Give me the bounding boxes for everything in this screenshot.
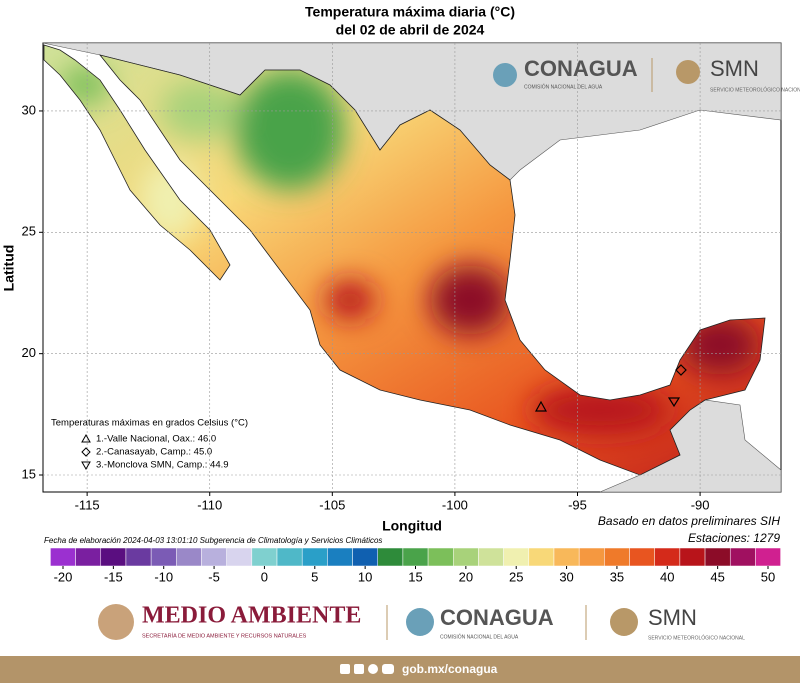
logo-conagua: CONAGUA	[440, 605, 554, 630]
colorbar-cell	[553, 547, 580, 567]
colorbar-cell	[755, 547, 781, 567]
colorbar-label: -20	[54, 569, 73, 584]
y-tick-label: 25	[22, 224, 36, 239]
colorbar-label: -10	[154, 569, 173, 584]
colorbar-cell	[176, 547, 202, 567]
y-tick-label: 15	[22, 466, 36, 481]
x-tick-label: -90	[691, 497, 710, 512]
colorbar-cell	[150, 547, 177, 567]
logo-conagua-sub: COMISIÓN NACIONAL DEL AGUA	[524, 83, 603, 90]
colorbar-cell	[453, 547, 479, 567]
colorbar-cell	[704, 547, 731, 567]
colorbar-cell	[352, 547, 378, 567]
colorbar-label: 20	[459, 569, 473, 584]
logo-smn: SMN	[710, 56, 759, 81]
x-tick-label: -100	[442, 497, 468, 512]
logo-conagua-sub: COMISIÓN NACIONAL DEL AGUA	[440, 633, 519, 640]
logo-icon	[98, 604, 134, 640]
colorbar-label: 45	[710, 569, 724, 584]
logo-icon	[676, 60, 700, 84]
colorbar-label: 30	[559, 569, 573, 584]
colorbar-cell	[629, 547, 655, 567]
logo-smn-sub: SERVICIO METEOROLÓGICO NACIONAL	[648, 634, 745, 641]
y-tick-label: 20	[22, 345, 36, 360]
credit: Fecha de elaboración 2024-04-03 13:01:10…	[44, 536, 382, 545]
footer-link[interactable]: gob.mx/conagua	[402, 662, 498, 676]
colorbar-cell	[100, 547, 127, 567]
colorbar-cell	[478, 547, 504, 567]
footer-bar	[0, 656, 800, 683]
subtitle: del 02 de abril de 2024	[336, 22, 485, 38]
colorbar-cell	[75, 547, 102, 567]
colorbar-cell	[276, 547, 303, 567]
logo-medio: MEDIO AMBIENTE	[142, 603, 361, 629]
colorbar-label: 10	[358, 569, 372, 584]
stations: Estaciones: 1279	[688, 531, 780, 545]
grid: -115 -110 -105 -100 -95 -90 15 20 25 30	[22, 43, 781, 512]
legend-item: 3.-Monclova SMN, Camp.: 44.9	[96, 460, 229, 471]
colorbar-cell	[578, 547, 605, 567]
logo-icon	[610, 608, 638, 636]
x-tick-label: -115	[75, 497, 100, 512]
title: Temperatura máxima diaria (°C)	[305, 4, 515, 20]
colorbar-label: 35	[610, 569, 624, 584]
logo-conagua: CONAGUA	[524, 56, 638, 81]
colorbar-cell	[679, 547, 706, 567]
colorbar-cell	[201, 547, 227, 567]
logo-medio-sub: SECRETARÍA DE MEDIO AMBIENTE Y RECURSOS …	[142, 632, 307, 639]
logo-icon	[493, 63, 517, 87]
colorbar-label: 0	[261, 569, 268, 584]
logo-icon	[406, 608, 434, 636]
colorbar-cell	[50, 547, 76, 567]
colorbar-cell	[327, 547, 353, 567]
colorbar-label: 5	[311, 569, 318, 584]
colorbar-cell	[729, 547, 756, 567]
legend-item: 1.-Valle Nacional, Oax.: 46.0	[96, 434, 216, 445]
x-tick-label: -110	[197, 497, 222, 512]
colorbar-cell	[402, 547, 429, 567]
colorbar-cell	[301, 547, 328, 567]
colorbar-label: 25	[509, 569, 523, 584]
colorbar-cell	[528, 547, 555, 567]
legend-symbol	[81, 433, 91, 443]
colorbar-label: 50	[761, 569, 775, 584]
legend-item: 2.-Canasayab, Camp.: 45.0	[96, 447, 212, 458]
legend-title: Temperaturas máximas en grados Celsius (…	[51, 418, 248, 429]
colorbar-cell	[427, 547, 454, 567]
colorbar-cell	[251, 547, 278, 567]
colorbar-cell	[377, 547, 404, 567]
note: Basado en datos preliminares SIH	[598, 514, 780, 528]
y-axis-label: Latitud	[1, 245, 17, 292]
x-tick-label: -95	[568, 497, 587, 512]
logo-smn-sub: SERVICIO METEOROLÓGICO NACIONAL	[710, 86, 800, 93]
colorbar-label: 40	[660, 569, 674, 584]
colorbar-cell	[503, 547, 530, 567]
colorbar-cell	[654, 547, 681, 567]
logo-smn: SMN	[648, 605, 697, 630]
x-tick-label: -105	[319, 497, 345, 512]
x-axis-label: Longitud	[382, 518, 442, 534]
legend-symbol	[81, 447, 91, 457]
station-markers	[534, 364, 687, 412]
colorbar-label: -15	[104, 569, 123, 584]
colorbar-label: 15	[408, 569, 422, 584]
colorbar-cell	[226, 547, 253, 567]
colorbar: -20 -15 -10 -5 0 5 10 15 20 25 30 35 40 45 50	[50, 547, 781, 584]
social-icons	[340, 664, 394, 674]
legend-symbol	[81, 461, 91, 471]
colorbar-label: -5	[208, 569, 220, 584]
y-tick-label: 30	[22, 102, 36, 117]
colorbar-cell	[604, 547, 630, 567]
colorbar-cell	[125, 547, 152, 567]
